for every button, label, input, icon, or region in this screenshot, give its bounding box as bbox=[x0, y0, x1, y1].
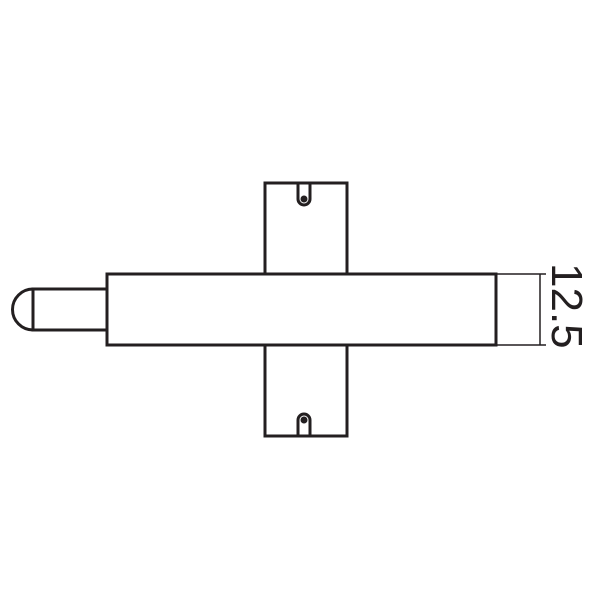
upper-mounting-plate bbox=[263, 181, 349, 276]
lower-mounting-plate bbox=[263, 343, 349, 438]
main-body bbox=[105, 272, 498, 347]
upper-screw-slot bbox=[296, 183, 312, 207]
lower-screw-slot bbox=[296, 412, 312, 436]
plunger bbox=[11, 287, 107, 332]
height-dimension: 12.5 bbox=[496, 263, 591, 349]
upper-screw-hole bbox=[300, 195, 308, 203]
lower-screw-hole bbox=[300, 416, 308, 424]
dimension-label: 12.5 bbox=[542, 263, 591, 349]
plunger-tip bbox=[11, 287, 34, 332]
plunger-shaft bbox=[31, 287, 107, 332]
